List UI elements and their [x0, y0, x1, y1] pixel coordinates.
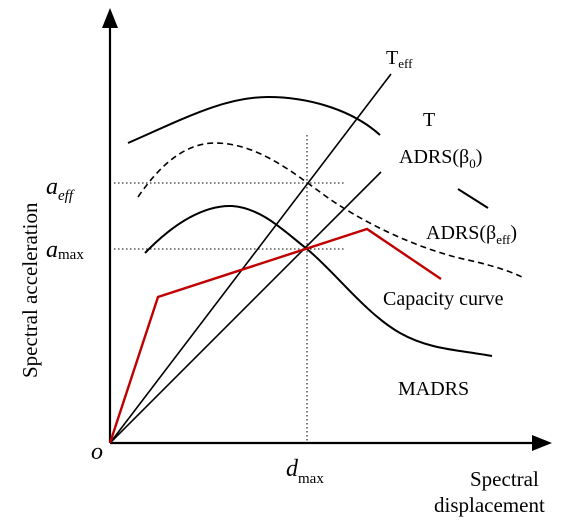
a-eff-tick-label: aeff — [46, 174, 75, 204]
t-label: T — [423, 109, 435, 131]
capacity-curve — [108, 227, 442, 444]
adrs-beta-eff-label: ADRS(βeff) — [426, 222, 517, 247]
y-axis-title: Spectral acceleration — [18, 202, 42, 378]
t-eff-label: Teff — [386, 47, 413, 71]
madrs-label: MADRS — [398, 378, 469, 400]
a-max-tick-label: amax — [46, 237, 84, 263]
t-line — [109, 171, 382, 444]
x-axis-title-line1: Spectral — [470, 467, 539, 491]
adrs-beta0-label: ADRS(β0) — [399, 146, 482, 171]
x-axis-arrowhead — [532, 435, 552, 451]
capacity-curve-label: Capacity curve — [383, 288, 504, 310]
origin-label: o — [91, 439, 103, 465]
t-eff-line — [109, 73, 392, 444]
y-axis-arrowhead — [102, 8, 118, 28]
d-max-tick-label: dmax — [286, 456, 324, 487]
x-axis-title-line2: displacement — [434, 493, 545, 517]
adrs-beta0-tail — [457, 188, 489, 209]
adrs-beta0-curve — [127, 95, 381, 144]
adrs-beta-eff-curve — [137, 142, 525, 279]
